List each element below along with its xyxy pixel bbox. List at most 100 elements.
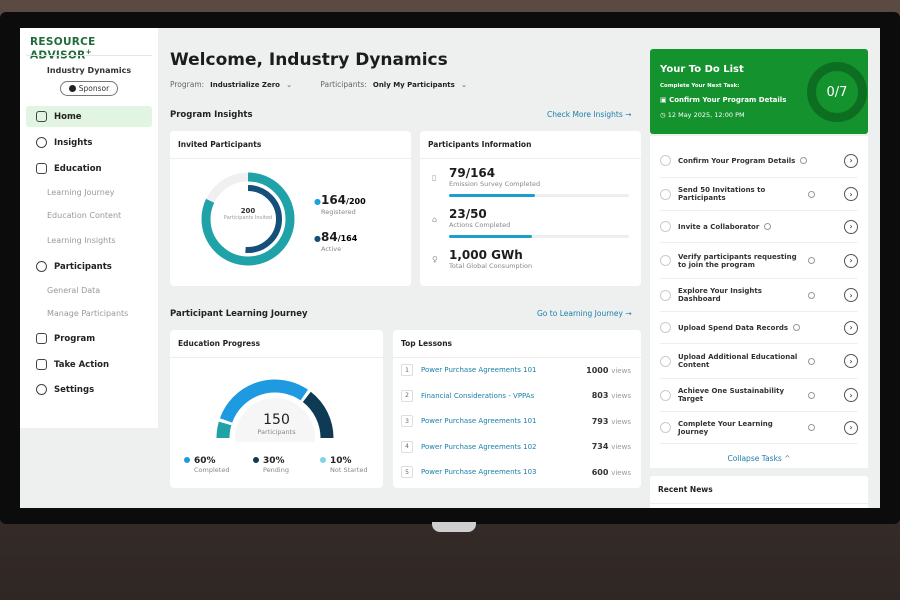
gauge-segment-completed [219, 379, 308, 423]
lesson-rank: 5 [401, 466, 413, 478]
sidebar-item-take-action[interactable]: Take Action [26, 354, 152, 375]
help-icon[interactable] [808, 190, 815, 198]
survey-progress-bar [449, 194, 629, 197]
go-to-learning-journey-link[interactable]: Go to Learning Journey → [537, 309, 632, 318]
legend-completed: 60% Completed [184, 456, 229, 474]
lesson-row[interactable]: 3 Power Purchase Agreements 101 793 views [401, 415, 631, 427]
lesson-link[interactable]: Financial Considerations - VPPAs [421, 391, 535, 400]
section-title: Participant Learning Journey [170, 309, 308, 319]
task-icon: ▣ [660, 96, 670, 104]
task-checkbox[interactable] [660, 355, 671, 367]
lesson-link[interactable]: Power Purchase Agreements 102 [421, 442, 537, 451]
lesson-row[interactable]: 1 Power Purchase Agreements 101 1000 views [401, 364, 631, 376]
next-task-label: Complete Your Next Task: [660, 83, 740, 89]
todo-task[interactable]: Upload Additional Educational Content › [660, 344, 858, 379]
task-checkbox[interactable] [660, 422, 671, 433]
todo-task[interactable]: Confirm Your Program Details › [660, 144, 858, 178]
chevron-right-icon[interactable]: › [844, 388, 858, 402]
participants-label: Participants: [320, 80, 367, 89]
lesson-views: 803 views [591, 391, 631, 400]
todo-task[interactable]: Verify participants requesting to join t… [660, 243, 858, 279]
lesson-rank: 2 [401, 389, 413, 402]
sidebar-item-participants[interactable]: Participants [26, 256, 152, 277]
todo-task[interactable]: Invite a Collaborator › [660, 211, 858, 243]
filters: Program: Industrialize Zero ⌄ Participant… [170, 80, 467, 89]
lesson-link[interactable]: Power Purchase Agreements 101 [421, 417, 537, 425]
sidebar-item-program[interactable]: Program [26, 328, 152, 349]
task-checkbox[interactable] [660, 255, 671, 266]
registered-stat: ●164/200 Registered [314, 193, 366, 216]
task-checkbox[interactable] [660, 389, 671, 401]
sidebar-subitem-learning-journey[interactable]: Learning Journey [47, 188, 115, 197]
task-checkbox[interactable] [660, 322, 671, 333]
chevron-down-icon[interactable]: ⌄ [460, 80, 468, 89]
participants-select[interactable]: Only My Participants [372, 80, 455, 89]
todo-header: Your To Do List Complete Your Next Task:… [650, 49, 868, 134]
lesson-link[interactable]: Power Purchase Agreements 101 [421, 366, 537, 374]
lesson-row[interactable]: 4 Power Purchase Agreements 102 734 views [401, 440, 631, 453]
legend-not-started: 10% Not Started [320, 456, 367, 474]
help-icon[interactable] [808, 424, 815, 431]
sidebar-subitem-education-content[interactable]: Education Content [47, 211, 122, 220]
collapse-tasks-button[interactable]: Collapse Tasks ^ [727, 454, 791, 463]
chevron-right-icon[interactable]: › [844, 253, 858, 268]
chevron-up-icon: ^ [784, 454, 791, 463]
chevron-right-icon[interactable]: › [844, 153, 858, 168]
logo[interactable]: RESOURCE ADVISOR+ [30, 36, 96, 62]
chevron-right-icon[interactable]: › [844, 288, 858, 302]
chevron-down-icon[interactable]: ⌄ [285, 80, 293, 89]
todo-task[interactable]: Explore Your Insights Dashboard › [660, 279, 858, 312]
help-icon[interactable] [793, 324, 801, 331]
todo-task[interactable]: Upload Spend Data Records › [660, 312, 858, 344]
lesson-link[interactable]: Power Purchase Agreements 103 [421, 468, 537, 476]
help-icon[interactable] [808, 391, 815, 399]
help-icon[interactable] [764, 223, 772, 230]
help-icon[interactable] [808, 257, 815, 264]
chevron-right-icon[interactable]: › [844, 187, 858, 201]
sidebar-subitem-general-data[interactable]: General Data [47, 286, 101, 295]
help-icon[interactable] [800, 157, 808, 164]
help-icon[interactable] [808, 291, 815, 299]
program-select[interactable]: Industrialize Zero [210, 80, 280, 89]
sidebar-item-settings[interactable]: Settings [26, 379, 152, 400]
card-title: Invited Participants [170, 131, 411, 159]
arrow-right-icon: → [625, 309, 632, 318]
due-date: ◷ 12 May 2025, 12:00 PM [660, 111, 745, 119]
chevron-right-icon[interactable]: › [844, 320, 858, 335]
check-more-insights-link[interactable]: Check More Insights → [547, 110, 632, 119]
task-checkbox[interactable] [660, 289, 671, 301]
gauge-segment-not-started [216, 421, 232, 439]
lesson-row[interactable]: 5 Power Purchase Agreements 103 600 views [401, 466, 631, 478]
gauge-segment-pending [302, 391, 334, 439]
todo-list: Confirm Your Program Details › Send 50 Inv… [650, 136, 868, 468]
info-stat: 1,000 GWh Total Global Consumption [449, 248, 533, 270]
sidebar-item-insights[interactable]: Insights [26, 132, 152, 153]
sidebar-item-home[interactable]: Home [26, 106, 152, 127]
sidebar-item-education[interactable]: Education [26, 158, 152, 179]
task-checkbox[interactable] [660, 155, 671, 166]
active-arc [214, 185, 282, 253]
next-task-link[interactable]: ▣ Confirm Your Program Details [660, 96, 787, 104]
chevron-right-icon[interactable]: › [844, 354, 858, 368]
monitor-stand [432, 522, 476, 532]
education-gauge [216, 379, 334, 442]
chevron-right-icon[interactable]: › [844, 420, 858, 435]
todo-title: Your To Do List [660, 64, 744, 75]
insights-icon [36, 137, 47, 148]
home-icon [36, 111, 47, 122]
sidebar-subitem-manage-participants[interactable]: Manage Participants [47, 309, 129, 318]
lesson-row[interactable]: 2 Financial Considerations - VPPAs 803 vie… [401, 389, 631, 402]
info-stat: 23/50 Actions Completed [449, 207, 511, 229]
todo-task[interactable]: Complete Your Learning Journey › [660, 412, 858, 444]
invited-donut-chart [201, 172, 295, 266]
chevron-right-icon[interactable]: › [844, 219, 858, 234]
help-icon[interactable] [808, 357, 815, 365]
lesson-rank: 3 [401, 415, 413, 427]
todo-task[interactable]: Send 50 Invitations to Participants › [660, 178, 858, 211]
task-checkbox[interactable] [660, 188, 671, 200]
task-label: Send 50 Invitations to Participants [678, 186, 766, 202]
task-checkbox[interactable] [660, 221, 671, 232]
sidebar-subitem-learning-insights[interactable]: Learning Insights [47, 236, 116, 245]
legend-pending: 30% Pending [253, 456, 289, 474]
todo-task[interactable]: Achieve One Sustainability Target › [660, 379, 858, 412]
